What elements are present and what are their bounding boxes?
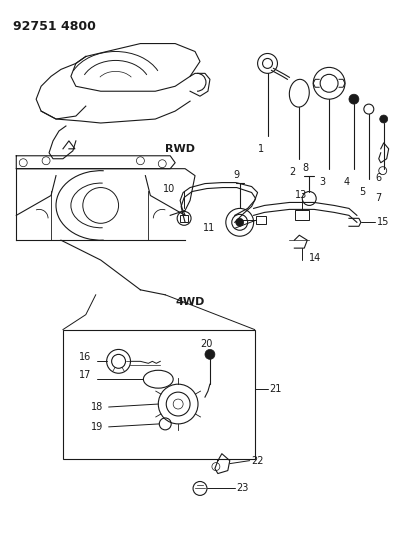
Text: 11: 11 — [203, 223, 215, 233]
Text: 4: 4 — [344, 176, 350, 187]
Text: 14: 14 — [309, 253, 322, 263]
Text: 3: 3 — [319, 176, 325, 187]
Text: 19: 19 — [91, 422, 103, 432]
Text: 18: 18 — [91, 402, 103, 412]
Text: 8: 8 — [302, 163, 308, 173]
Text: 5: 5 — [359, 187, 365, 197]
Text: 10: 10 — [163, 183, 175, 193]
Bar — [256, 216, 266, 224]
Text: 15: 15 — [377, 217, 389, 227]
Text: 92751 4800: 92751 4800 — [13, 20, 96, 33]
Circle shape — [236, 219, 244, 227]
Text: 6: 6 — [376, 173, 382, 183]
Bar — [63, 329, 255, 459]
Text: 1: 1 — [258, 144, 264, 154]
Text: 23: 23 — [237, 483, 249, 494]
Text: 9: 9 — [234, 169, 240, 180]
Circle shape — [380, 115, 388, 123]
Text: 2: 2 — [289, 167, 296, 177]
Circle shape — [205, 350, 215, 359]
Text: 21: 21 — [270, 384, 282, 394]
Circle shape — [349, 94, 359, 104]
Text: 22: 22 — [252, 456, 264, 466]
Bar — [295, 211, 309, 220]
Bar — [180, 215, 188, 222]
Text: 4WD: 4WD — [175, 297, 204, 307]
Text: RWD: RWD — [165, 144, 195, 154]
Text: 13: 13 — [295, 190, 308, 199]
Text: 16: 16 — [79, 352, 91, 362]
Text: 20: 20 — [200, 340, 212, 350]
Text: 7: 7 — [375, 192, 381, 203]
Text: 17: 17 — [79, 370, 91, 380]
